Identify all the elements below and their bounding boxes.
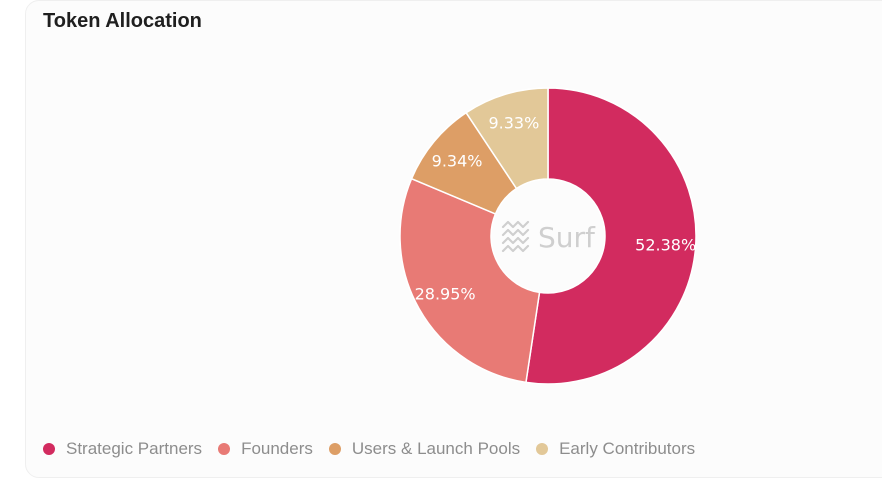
legend-label: Early Contributors <box>559 439 696 458</box>
slice-label-strategic-partners: 52.38% <box>635 235 696 254</box>
chart-legend: Strategic Partners Founders Users & Laun… <box>43 437 711 461</box>
slice-label-founders: 28.95% <box>415 284 476 303</box>
slice-founders[interactable] <box>399 177 541 384</box>
slice-strategic-partners[interactable] <box>525 87 697 385</box>
slice-label-users-launch-pools: 9.34% <box>432 151 483 170</box>
legend-item-strategic-partners[interactable]: Strategic Partners <box>43 439 202 459</box>
legend-item-users-launch-pools[interactable]: Users & Launch Pools <box>328 439 521 459</box>
legend-dot <box>328 443 341 455</box>
chart-title: Token Allocation <box>43 10 202 32</box>
slice-label-early-contributors: 9.33% <box>488 114 539 133</box>
watermark-text: Surf <box>538 221 596 254</box>
legend-label: Strategic Partners <box>66 439 203 458</box>
surf-watermark: Surf <box>501 220 596 254</box>
legend-item-early-contributors[interactable]: Early Contributors <box>536 439 695 459</box>
legend-dot <box>43 443 55 455</box>
legend-dot <box>536 443 549 455</box>
legend-label: Users & Launch Pools <box>351 439 521 458</box>
legend-dot <box>218 443 231 455</box>
legend-item-founders[interactable]: Founders <box>218 439 313 459</box>
slice-early-contributors[interactable] <box>465 87 549 190</box>
legend-label: Founders <box>241 439 313 458</box>
waves-logo-icon <box>501 220 530 253</box>
